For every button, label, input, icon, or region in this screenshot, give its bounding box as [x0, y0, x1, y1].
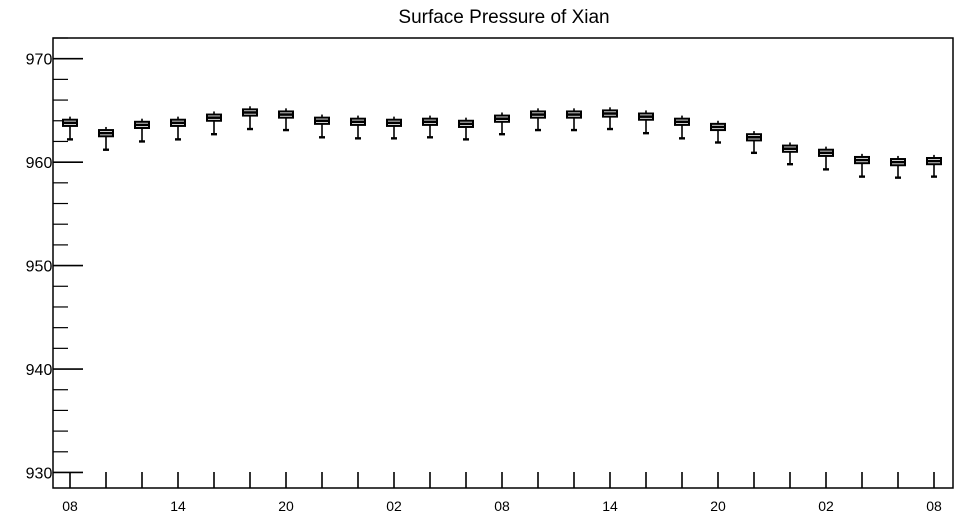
box-plot	[566, 108, 582, 132]
box-plot	[674, 115, 690, 140]
x-tick-label: 08	[494, 498, 510, 514]
box-plot	[386, 116, 402, 140]
box-plot	[278, 108, 294, 132]
box-plot	[530, 108, 546, 132]
y-tick-label: 930	[26, 465, 53, 482]
x-tick-label: 20	[710, 498, 726, 514]
x-tick-label: 20	[278, 498, 294, 514]
box-plot	[602, 107, 618, 131]
plot-frame	[52, 37, 954, 489]
box-plot	[710, 120, 726, 144]
box-series	[62, 106, 942, 179]
x-axis: 08 14 20 02 08 14 20 02 08	[62, 472, 942, 514]
y-axis: 930 940 950 960 970	[26, 37, 83, 482]
box-plot	[242, 106, 258, 131]
y-tick-label: 970	[26, 52, 53, 69]
x-tick-label: 02	[386, 498, 402, 514]
box-plot	[638, 110, 654, 135]
box-plot	[494, 112, 510, 136]
x-tick-label: 08	[62, 498, 78, 514]
box-plot	[746, 131, 762, 155]
box-plot	[422, 115, 438, 139]
box-plot	[170, 116, 186, 141]
chart-title: Surface Pressure of Xian	[398, 7, 609, 28]
box-plot	[782, 142, 798, 166]
x-tick-label: 02	[818, 498, 834, 514]
box-plot	[314, 114, 330, 139]
y-tick-label: 960	[26, 155, 53, 172]
box-plot	[818, 146, 834, 171]
x-tick-label: 14	[602, 498, 618, 514]
box-plot	[62, 116, 78, 141]
box-plot	[206, 111, 222, 136]
box-plot	[98, 126, 114, 151]
box-plot	[926, 154, 942, 178]
y-tick-label: 940	[26, 362, 53, 379]
x-tick-label: 14	[170, 498, 186, 514]
x-tick-label: 08	[926, 498, 942, 514]
box-plot	[134, 118, 150, 143]
y-tick-label: 950	[26, 259, 53, 276]
box-plot	[890, 155, 906, 179]
box-plot	[350, 115, 366, 140]
box-plot	[458, 117, 474, 141]
box-plot	[854, 153, 870, 178]
